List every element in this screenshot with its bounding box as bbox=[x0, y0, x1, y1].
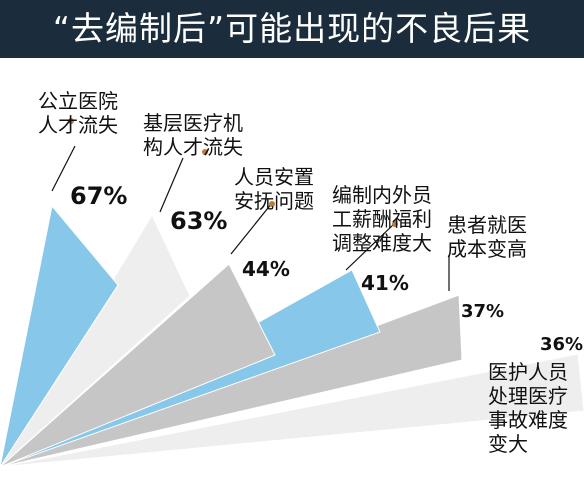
category-label-3: 人员安置安抚问题 bbox=[234, 165, 314, 213]
category-label-5: 患者就医成本变高 bbox=[447, 213, 527, 261]
value-label-3: 44% bbox=[242, 257, 290, 281]
category-label-1: 公立医院人才流失 bbox=[38, 89, 118, 137]
category-label-4: 编制内外员工薪酬福利调整难度大 bbox=[332, 183, 432, 255]
accent-dot-3 bbox=[269, 201, 275, 207]
value-label-1: 67% bbox=[70, 182, 127, 210]
chart-title: “去编制后”可能出现的不良后果 bbox=[52, 9, 532, 48]
accent-dot-4 bbox=[392, 221, 398, 227]
leader-line-3 bbox=[230, 202, 273, 255]
accent-dot-2 bbox=[202, 149, 208, 155]
title-bar: “去编制后”可能出现的不良后果 bbox=[0, 0, 584, 58]
value-label-4: 41% bbox=[361, 271, 409, 295]
fan-wedge-1 bbox=[0, 204, 119, 468]
leader-line-4 bbox=[345, 223, 395, 271]
leader-line-2 bbox=[159, 157, 184, 213]
fan-wedge-6 bbox=[0, 353, 584, 468]
value-label-6: 36% bbox=[540, 334, 583, 355]
value-label-2: 63% bbox=[170, 207, 227, 235]
category-label-6: 医护人员处理医疗事故难度变大 bbox=[488, 360, 568, 456]
leader-line-1 bbox=[51, 145, 76, 192]
category-label-2: 基层医疗机构人才流失 bbox=[143, 111, 243, 159]
fan-wedge-3 bbox=[0, 263, 276, 468]
value-label-5: 37% bbox=[461, 301, 504, 322]
accent-dot-1 bbox=[68, 118, 74, 124]
